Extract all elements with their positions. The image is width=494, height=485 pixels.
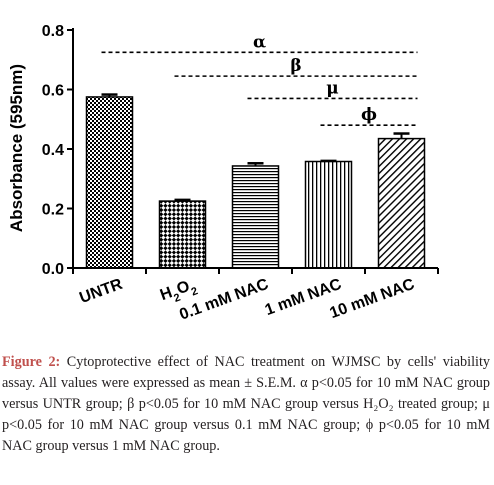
y-tick-label: 0.2 — [42, 202, 64, 219]
bar — [304, 160, 353, 269]
y-tick-label: 0.4 — [42, 142, 64, 159]
significance-symbol: α — [253, 32, 266, 52]
significance-symbol: μ — [326, 78, 338, 98]
caption-text: Cytoprotective effect of NAC treatment o… — [2, 354, 491, 454]
x-tick-label: UNTR — [77, 276, 125, 307]
significance-symbol: β — [290, 56, 301, 76]
bar — [231, 165, 280, 269]
bar — [158, 200, 207, 269]
x-tick-label: 0.1 mM NAC — [177, 276, 271, 324]
bar — [85, 96, 134, 269]
significance-brackets: α β μ ϕ — [101, 32, 418, 126]
x-tick-label: H2O2 — [158, 276, 200, 309]
bar — [377, 137, 426, 269]
significance-symbol: ϕ — [361, 105, 377, 125]
y-tick-label: 0.8 — [42, 23, 64, 40]
y-tick-label: 0.0 — [42, 261, 64, 278]
figure-caption: Figure 2: Cytoprotective effect of NAC t… — [2, 352, 490, 457]
y-axis-label: Absorbance (595nm) — [7, 64, 26, 232]
y-tick-label: 0.6 — [42, 83, 64, 100]
figure-label: Figure 2: — [2, 354, 61, 370]
x-tick-label: 10 mM NAC — [328, 276, 418, 323]
y-axis: 0.0 0.2 0.4 0.6 0.8 — [42, 23, 74, 278]
